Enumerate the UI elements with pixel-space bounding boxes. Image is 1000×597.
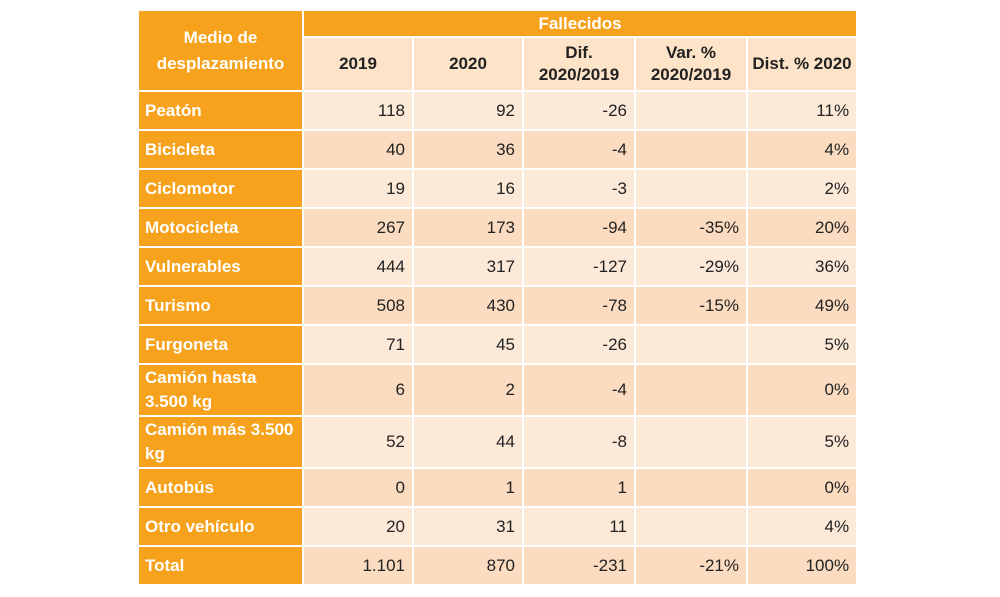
row-label: Autobús <box>137 467 304 508</box>
cell-value <box>634 324 748 365</box>
cell-value: 173 <box>412 207 524 248</box>
row-label: Peatón <box>137 90 304 131</box>
table-row: Ciclomotor 19 16 -3 2% <box>137 168 859 209</box>
cell-value: -15% <box>634 285 748 326</box>
cell-value: -78 <box>522 285 636 326</box>
cell-value <box>634 415 748 469</box>
cell-value: 92 <box>412 90 524 131</box>
cell-value: 317 <box>412 246 524 287</box>
col-header-2020: 2020 <box>412 36 524 92</box>
cell-value: -3 <box>522 168 636 209</box>
table-row: Vulnerables 444 317 -127 -29% 36% <box>137 246 859 287</box>
cell-value <box>634 506 748 547</box>
cell-value: 0% <box>745 467 859 508</box>
cell-value: 4% <box>745 506 859 547</box>
cell-value: 49% <box>745 285 859 326</box>
cell-value: 1.101 <box>302 545 414 586</box>
table-row: Total 1.101 870 -231 -21% 100% <box>137 545 859 586</box>
cell-value: -231 <box>522 545 636 586</box>
cell-value: -29% <box>634 246 748 287</box>
cell-value: 16 <box>412 168 524 209</box>
cell-value: 20 <box>302 506 414 547</box>
col-header-2019: 2019 <box>302 36 414 92</box>
cell-value: -4 <box>522 363 636 417</box>
cell-value: 71 <box>302 324 414 365</box>
col-header-dist: Dist. % 2020 <box>745 36 859 92</box>
cell-value: 2 <box>412 363 524 417</box>
cell-value: 0% <box>745 363 859 417</box>
table-row: Furgoneta 71 45 -26 5% <box>137 324 859 365</box>
cell-value: -8 <box>522 415 636 469</box>
col-header-dif: Dif. 2020/2019 <box>522 36 636 92</box>
cell-value: 0 <box>302 467 414 508</box>
row-label: Turismo <box>137 285 304 326</box>
cell-value: 11 <box>522 506 636 547</box>
cell-value: 118 <box>302 90 414 131</box>
cell-value: 40 <box>302 129 414 170</box>
table-row: Peatón 118 92 -26 11% <box>137 90 859 131</box>
cell-value: -4 <box>522 129 636 170</box>
cell-value: -94 <box>522 207 636 248</box>
row-label: Vulnerables <box>137 246 304 287</box>
row-label: Ciclomotor <box>137 168 304 209</box>
cell-value: 1 <box>412 467 524 508</box>
cell-value: -26 <box>522 90 636 131</box>
row-label: Otro vehículo <box>137 506 304 547</box>
table-row: Otro vehículo 20 31 11 4% <box>137 506 859 547</box>
table-row: Turismo 508 430 -78 -15% 49% <box>137 285 859 326</box>
table-row: Camión hasta 3.500 kg 6 2 -4 0% <box>137 363 859 417</box>
cell-value: 444 <box>302 246 414 287</box>
cell-value: 31 <box>412 506 524 547</box>
cell-value: 5% <box>745 324 859 365</box>
cell-value <box>634 129 748 170</box>
cell-value: 36% <box>745 246 859 287</box>
cell-value: 44 <box>412 415 524 469</box>
row-label: Motocicleta <box>137 207 304 248</box>
corner-header: Medio de desplazamiento <box>137 9 304 92</box>
cell-value: 11% <box>745 90 859 131</box>
cell-value: 870 <box>412 545 524 586</box>
cell-value <box>634 168 748 209</box>
cell-value: 100% <box>745 545 859 586</box>
cell-value: 45 <box>412 324 524 365</box>
table-body: Peatón 118 92 -26 11% Bicicleta 40 36 -4 4% Ciclom… <box>137 90 859 586</box>
row-label: Camión más 3.500 kg <box>137 415 304 469</box>
cell-value: -35% <box>634 207 748 248</box>
cell-value: 430 <box>412 285 524 326</box>
fatalities-table: Medio de desplazamiento Fallecidos 2019 … <box>137 9 859 586</box>
group-header: Fallecidos <box>301 9 859 38</box>
cell-value: 19 <box>302 168 414 209</box>
cell-value: 20% <box>745 207 859 248</box>
cell-value: 36 <box>412 129 524 170</box>
table-row: Bicicleta 40 36 -4 4% <box>137 129 859 170</box>
cell-value: 52 <box>302 415 414 469</box>
row-label: Camión hasta 3.500 kg <box>137 363 304 417</box>
cell-value: 1 <box>522 467 636 508</box>
row-label: Bicicleta <box>137 129 304 170</box>
cell-value: 2% <box>745 168 859 209</box>
cell-value: 508 <box>302 285 414 326</box>
cell-value: 267 <box>302 207 414 248</box>
cell-value: 4% <box>745 129 859 170</box>
col-header-var: Var. % 2020/2019 <box>634 36 748 92</box>
table-row: Motocicleta 267 173 -94 -35% 20% <box>137 207 859 248</box>
cell-value: -26 <box>522 324 636 365</box>
cell-value <box>634 363 748 417</box>
cell-value <box>634 90 748 131</box>
cell-value: 6 <box>302 363 414 417</box>
cell-value <box>634 467 748 508</box>
cell-value: 5% <box>745 415 859 469</box>
row-label: Furgoneta <box>137 324 304 365</box>
table-row: Autobús 0 1 1 0% <box>137 467 859 508</box>
table-row: Camión más 3.500 kg 52 44 -8 5% <box>137 415 859 469</box>
cell-value: -127 <box>522 246 636 287</box>
row-label: Total <box>137 545 304 586</box>
cell-value: -21% <box>634 545 748 586</box>
